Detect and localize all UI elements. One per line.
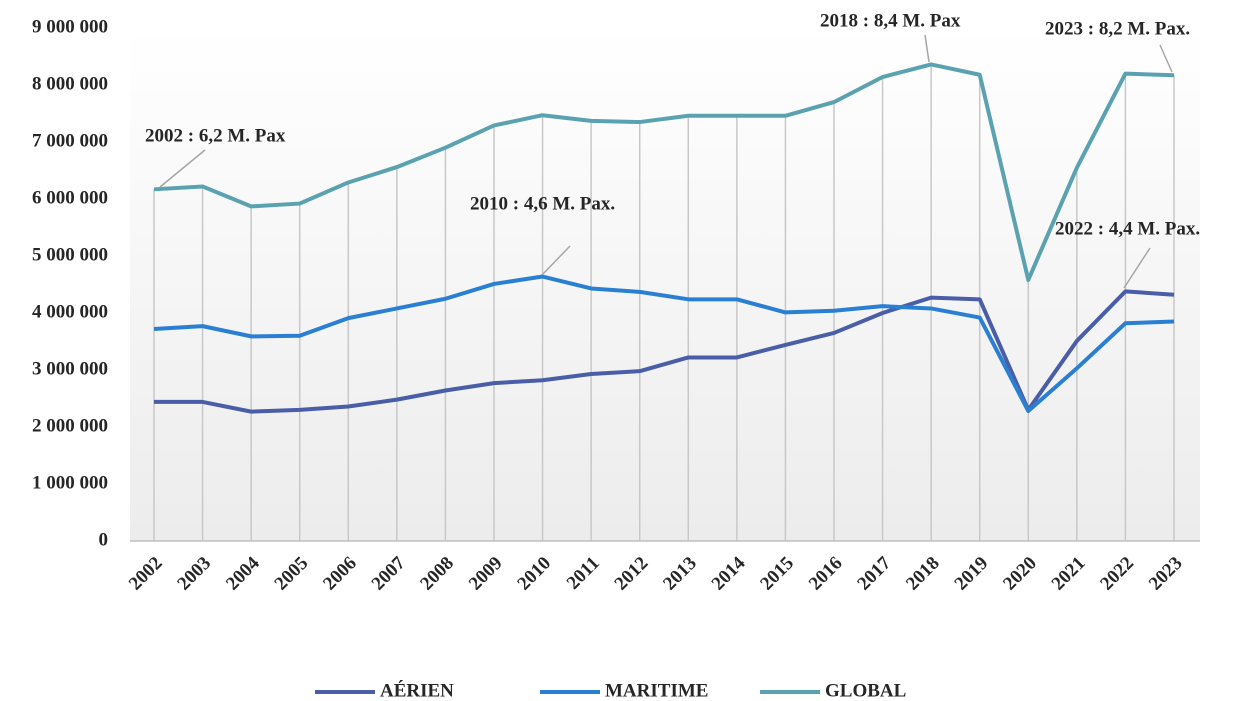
annotation-leader	[1123, 247, 1151, 289]
plot-area	[130, 28, 1200, 541]
annotation: 2002 : 6,2 M. Pax	[145, 125, 286, 146]
x-tick-label: 2015	[756, 553, 798, 595]
x-tick-label: 2005	[271, 553, 313, 595]
x-tick-label: 2016	[805, 553, 847, 595]
x-tick-label: 2018	[902, 553, 944, 595]
series-line	[153, 274, 1175, 414]
x-tick-label: 2020	[999, 553, 1041, 595]
annotation: 2018 : 8,4 M. Pax	[820, 10, 961, 31]
y-tick-label: 1 000 000	[32, 472, 108, 493]
x-tick-label: 2011	[563, 553, 604, 594]
x-tick-label: 2007	[368, 552, 410, 594]
annotation-leader	[542, 245, 571, 275]
x-tick-label: 2019	[951, 553, 993, 595]
y-tick-label: 9 000 000	[32, 16, 108, 37]
x-tick-label: 2014	[708, 552, 750, 594]
series-line	[153, 62, 1175, 282]
x-tick-label: 2008	[416, 553, 458, 595]
annotation-leader	[1159, 44, 1173, 73]
x-tick-label: 2017	[853, 552, 895, 594]
x-tick-label: 2021	[1048, 553, 1090, 595]
y-tick-label: 4 000 000	[32, 301, 108, 322]
x-tick-label: 2023	[1145, 553, 1187, 595]
x-tick-label: 2003	[173, 553, 215, 595]
y-tick-label: 3 000 000	[32, 358, 108, 379]
x-tick-label: 2012	[611, 553, 653, 595]
x-tick-label: 2022	[1096, 553, 1138, 595]
legend-label: GLOBAL	[825, 680, 906, 701]
y-tick-label: 6 000 000	[32, 187, 108, 208]
x-tick-label: 2006	[319, 553, 361, 595]
annotation: 2010 : 4,6 M. Pax.	[470, 193, 615, 214]
x-tick-label: 2004	[222, 552, 264, 594]
x-tick-label: 2013	[659, 553, 701, 595]
legend-label: AÉRIEN	[380, 679, 454, 701]
y-tick-label: 2 000 000	[32, 415, 108, 436]
annotation-leader	[159, 149, 206, 188]
x-tick-label: 2010	[513, 553, 555, 595]
x-tick-label: 2009	[465, 553, 507, 595]
annotation: 2022 : 4,4 M. Pax.	[1055, 218, 1200, 239]
y-tick-label: 0	[99, 529, 109, 550]
legend-label: MARITIME	[605, 680, 708, 701]
y-tick-label: 8 000 000	[32, 73, 108, 94]
annotation-leader	[924, 34, 930, 63]
y-tick-label: 5 000 000	[32, 244, 108, 265]
x-tick-label: 2002	[125, 553, 167, 595]
y-tick-label: 7 000 000	[32, 130, 108, 151]
annotation: 2023 : 8,2 M. Pax.	[1045, 18, 1190, 39]
series-line	[154, 289, 1175, 414]
